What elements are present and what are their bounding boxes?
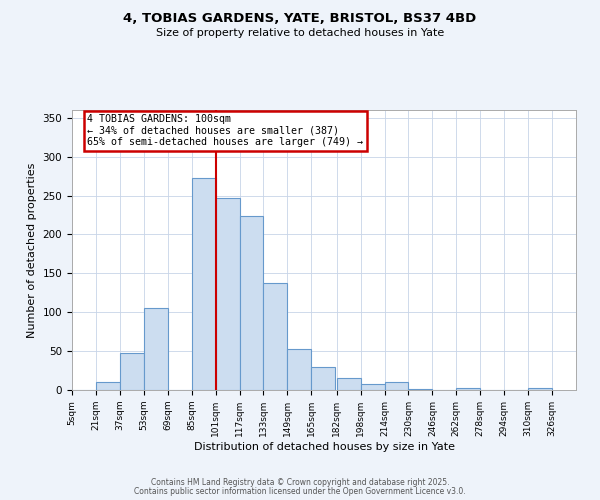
X-axis label: Distribution of detached houses by size in Yate: Distribution of detached houses by size …	[193, 442, 455, 452]
Bar	[457, 388, 480, 390]
Bar	[191, 178, 215, 390]
Bar	[144, 308, 168, 390]
Y-axis label: Number of detached properties: Number of detached properties	[27, 162, 37, 338]
Bar	[337, 378, 361, 390]
Text: Contains HM Land Registry data © Crown copyright and database right 2025.: Contains HM Land Registry data © Crown c…	[151, 478, 449, 487]
Bar	[409, 389, 433, 390]
Text: 4 TOBIAS GARDENS: 100sqm
← 34% of detached houses are smaller (387)
65% of semi-: 4 TOBIAS GARDENS: 100sqm ← 34% of detach…	[87, 114, 363, 148]
Bar	[287, 349, 311, 390]
Bar	[263, 284, 287, 390]
Text: Size of property relative to detached houses in Yate: Size of property relative to detached ho…	[156, 28, 444, 38]
Text: 4, TOBIAS GARDENS, YATE, BRISTOL, BS37 4BD: 4, TOBIAS GARDENS, YATE, BRISTOL, BS37 4…	[124, 12, 476, 26]
Bar	[528, 388, 552, 390]
Bar	[96, 382, 120, 390]
Bar	[239, 216, 263, 390]
Bar	[385, 382, 409, 390]
Text: Contains public sector information licensed under the Open Government Licence v3: Contains public sector information licen…	[134, 487, 466, 496]
Bar	[311, 366, 335, 390]
Bar	[361, 384, 385, 390]
Bar	[215, 198, 239, 390]
Bar	[120, 354, 144, 390]
